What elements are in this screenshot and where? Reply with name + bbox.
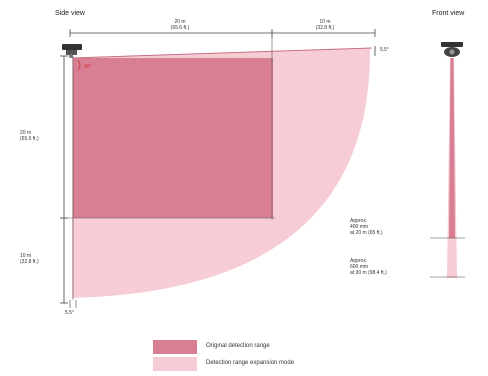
legend-label-original: Original detection range [206, 343, 270, 349]
legend-swatch-original [153, 340, 197, 354]
front-note-2-line2: 600 mm [350, 264, 369, 270]
front-note-1-line3: at 20 m (65 ft.) [350, 230, 383, 236]
legend-swatch-expansion [153, 357, 197, 371]
front-note-2: Approx. 600 mm at 30 m (98.4 ft.) [350, 258, 387, 276]
front-view-title: Front view [432, 10, 465, 17]
left-dim-label-2-line2: (32.8 ft.) [20, 259, 39, 265]
top-dim-label-1-line2: (65.6 ft.) [170, 25, 190, 31]
legend-label-expansion: Detection range expansion mode [206, 360, 295, 366]
beam-top-edge [71, 47, 373, 59]
front-note-2-line3: at 30 m (98.4 ft.) [350, 270, 387, 276]
side-sensor-icon [62, 44, 82, 58]
angle-marker [77, 59, 81, 71]
left-dim-label-2: 10 m (32.8 ft.) [20, 253, 39, 265]
top-dim-label-2-line2: (32.8 ft.) [315, 25, 335, 31]
top-dim-label-2-line1: 10 m [319, 19, 331, 25]
top-dim-label-1: 20 m (65.6 ft.) [150, 19, 210, 31]
front-note-1-line1: Approx. [350, 218, 368, 224]
front-sensor-icon [441, 42, 463, 57]
left-dim-label-2-line1: 10 m [20, 253, 32, 259]
front-note-1-line2: 400 mm [350, 224, 369, 230]
bottom-label: 5.5° [65, 310, 74, 316]
top-dim-label-2: 10 m (32.8 ft.) [295, 19, 355, 31]
front-original-beam [449, 58, 455, 238]
left-dim-label-1-line1: 20 m [20, 130, 32, 136]
original-range-area [73, 58, 273, 218]
left-dim-label-1: 20 m (65.6 ft.) [20, 130, 39, 142]
top-dim-label-1-line1: 20 m [174, 19, 186, 25]
front-note-1: Approx. 400 mm at 20 m (65 ft.) [350, 218, 383, 236]
left-dim-label-1-line2: (65.6 ft.) [20, 136, 39, 142]
side-view-title: Side view [55, 10, 85, 17]
right-tick-label: 5.5° [380, 47, 389, 53]
angle-label: 90° [84, 64, 92, 70]
front-note-2-line1: Approx. [350, 258, 368, 264]
